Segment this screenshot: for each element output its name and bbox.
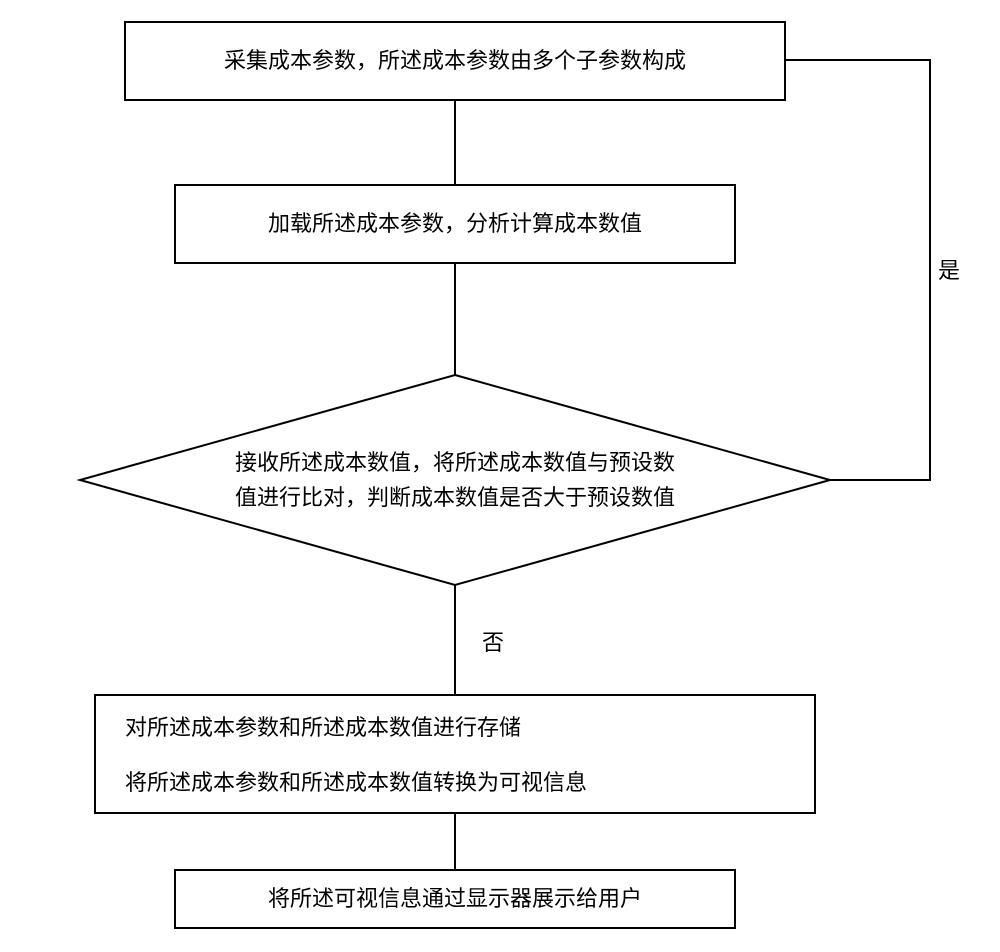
node-store-convert: 对所述成本参数和所述成本数值进行存储 将所述成本参数和所述成本数值转换为可视信息: [95, 695, 815, 813]
node-rect: [95, 695, 815, 813]
node-text-line: 接收所述成本数值，将所述成本数值与预设数: [235, 450, 675, 475]
node-text-line: 采集成本参数，所述成本参数由多个子参数构成: [224, 48, 686, 73]
node-display-user: 将所述可视信息通过显示器展示给用户: [175, 870, 735, 928]
node-text-line: 将所述成本参数和所述成本数值转换为可视信息: [125, 770, 587, 795]
node-collect-params: 采集成本参数，所述成本参数由多个子参数构成: [125, 22, 785, 100]
edge-yes: [785, 60, 930, 480]
node-text-line: 加载所述成本参数，分析计算成本数值: [268, 211, 642, 236]
node-text-line: 将所述可视信息通过显示器展示给用户: [268, 886, 642, 911]
edge-label-no: 否: [482, 630, 504, 655]
node-diamond: [80, 375, 830, 585]
node-decision-compare: 接收所述成本数值，将所述成本数值与预设数 值进行比对，判断成本数值是否大于预设数…: [80, 375, 830, 585]
node-text-line: 对所述成本参数和所述成本数值进行存储: [125, 715, 521, 740]
flowchart-canvas: 采集成本参数，所述成本参数由多个子参数构成 加载所述成本参数，分析计算成本数值 …: [0, 0, 1000, 952]
edge-label-yes: 是: [938, 258, 960, 283]
node-load-analyze: 加载所述成本参数，分析计算成本数值: [175, 185, 735, 263]
node-text-line: 值进行比对，判断成本数值是否大于预设数值: [235, 485, 675, 510]
